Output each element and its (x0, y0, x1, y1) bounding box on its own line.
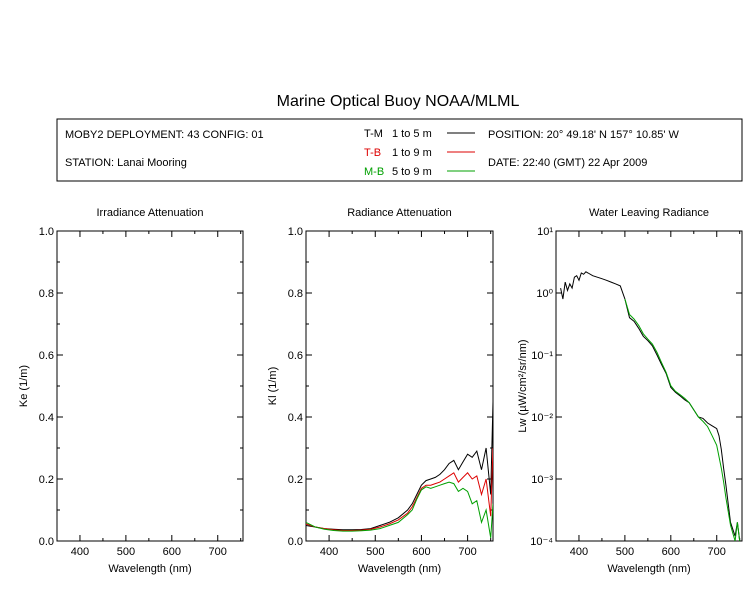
x-tick-label: 700 (458, 546, 476, 558)
series-line-t-b (306, 447, 493, 531)
y-tick-label: 10⁻³ (531, 474, 553, 486)
date-text: DATE: 22:40 (GMT) 22 Apr 2009 (488, 157, 647, 169)
info-box: MOBY2 DEPLOYMENT: 43 CONFIG: 01 STATION:… (56, 118, 743, 182)
y-tick-label: 1.0 (288, 226, 303, 238)
legend-name: T-B (364, 147, 381, 159)
y-tick-label: 0.4 (39, 412, 54, 424)
legend-name: M-B (364, 166, 384, 178)
series-line-t-m (306, 401, 493, 531)
irradiance-attenuation-panel: Irradiance Attenuation 400 500 600 700 0.0 0.2… (18, 207, 244, 575)
y-tick-label: 0.8 (39, 288, 54, 300)
legend: T-M 1 to 5 m T-B 1 to 9 m M-B 5 to 9 m (364, 128, 475, 178)
panel-title: Radiance Attenuation (347, 207, 452, 219)
panel-title: Irradiance Attenuation (96, 207, 203, 219)
x-tick-label: 500 (366, 546, 384, 558)
x-tick-label: 400 (71, 546, 89, 558)
plot-frame (305, 230, 494, 542)
y-tick-label: 0.0 (39, 536, 54, 548)
station-text: STATION: Lanai Mooring (65, 157, 187, 169)
y-axis-label: Lw (µW/cm²/sr/nm) (517, 339, 529, 432)
legend-range: 1 to 5 m (392, 128, 432, 140)
water-leaving-radiance-panel: Water Leaving Radiance 400 500 600 700 10⁻⁴ 10… (517, 207, 743, 575)
y-tick-label: 10⁻¹ (531, 350, 553, 362)
y-tick-label: 0.2 (39, 474, 54, 486)
y-tick-label: 0.4 (288, 412, 303, 424)
y-tick-label: 0.2 (288, 474, 303, 486)
x-tick-label: 600 (412, 546, 430, 558)
x-axis-label: Wavelength (nm) (108, 563, 191, 575)
legend-range: 1 to 9 m (392, 147, 432, 159)
x-axis-label: Wavelength (nm) (607, 563, 690, 575)
figure-title: Marine Optical Buoy NOAA/MLML (277, 93, 520, 110)
y-tick-label: 0.6 (288, 350, 303, 362)
radiance-attenuation-panel: Radiance Attenuation 400 500 600 700 0.0 0.2 0.… (267, 207, 494, 575)
y-tick-label: 10⁰ (536, 288, 553, 300)
x-tick-label: 700 (209, 546, 227, 558)
y-tick-label: 0.6 (39, 350, 54, 362)
position-text: POSITION: 20° 49.18' N 157° 10.85' W (488, 129, 680, 141)
x-tick-label: 500 (117, 546, 135, 558)
plot-frame (555, 230, 743, 542)
x-axis-label: Wavelength (nm) (358, 563, 441, 575)
y-tick-label: 1.0 (39, 226, 54, 238)
y-axis-label: Ke (1/m) (18, 365, 30, 407)
legend-name: T-M (364, 128, 383, 140)
y-tick-label: 0.0 (288, 536, 303, 548)
plot-frame (56, 230, 244, 542)
series-line-m-b (306, 481, 493, 538)
y-tick-label: 0.8 (288, 288, 303, 300)
deployment-text: MOBY2 DEPLOYMENT: 43 CONFIG: 01 (65, 129, 264, 141)
y-tick-label: 10¹ (537, 226, 553, 238)
x-tick-label: 500 (616, 546, 634, 558)
y-tick-label: 10⁻² (531, 412, 553, 424)
panel-title: Water Leaving Radiance (589, 207, 709, 219)
y-tick-label: 10⁻⁴ (530, 536, 553, 548)
x-tick-label: 400 (570, 546, 588, 558)
y-axis-label: Kl (1/m) (267, 367, 279, 406)
x-tick-label: 700 (708, 546, 726, 558)
legend-range: 5 to 9 m (392, 166, 432, 178)
info-box-frame (56, 118, 743, 182)
x-tick-label: 600 (163, 546, 181, 558)
series-line-lw (560, 271, 741, 541)
x-tick-label: 400 (320, 546, 338, 558)
series-line-lw (624, 298, 741, 541)
x-tick-label: 600 (662, 546, 680, 558)
